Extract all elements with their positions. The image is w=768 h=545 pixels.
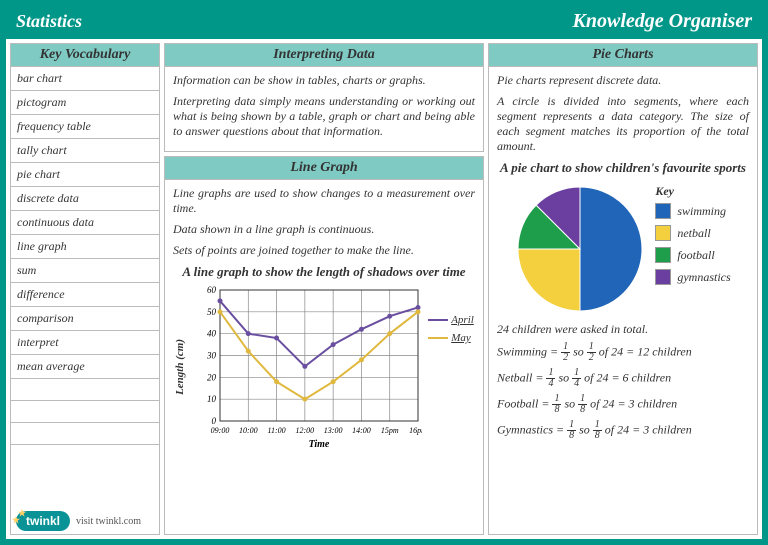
header-title: Knowledge Organiser — [573, 10, 752, 33]
key-vocabulary-panel: Key Vocabulary bar chartpictogramfrequen… — [10, 43, 160, 535]
pie-heading: Pie Charts — [488, 43, 758, 67]
vocab-list: bar chartpictogramfrequency tabletally c… — [10, 67, 160, 535]
pie-fact: Netball = 14 so 14 of 24 = 6 children — [497, 368, 749, 389]
linegraph-p3: Sets of points are joined together to ma… — [173, 243, 475, 258]
vocab-item: discrete data — [11, 187, 159, 211]
line-ylabel: Length (cm) — [174, 339, 186, 395]
svg-text:12:00: 12:00 — [296, 426, 315, 435]
footer-logo: ★ ★ twinkl visit twinkl.com — [16, 511, 141, 531]
linegraph-heading: Line Graph — [164, 156, 484, 180]
pie-fact: Gymnastics = 18 so 18 of 24 = 3 children — [497, 420, 749, 441]
vocab-item: mean average — [11, 355, 159, 379]
vocab-item: interpret — [11, 331, 159, 355]
svg-text:10:00: 10:00 — [239, 426, 258, 435]
pie-facts-intro: 24 children were asked in total. — [497, 322, 749, 337]
pie-box: Pie charts represent discrete data. A ci… — [488, 67, 758, 535]
svg-text:60: 60 — [207, 285, 217, 295]
line-legend-item: April — [428, 314, 474, 326]
pie-column: Pie Charts Pie charts represent discrete… — [488, 43, 758, 535]
linegraph-p2: Data shown in a line graph is continuous… — [173, 222, 475, 237]
pie-chart-title: A pie chart to show children's favourite… — [497, 160, 749, 176]
middle-column: Interpreting Data Information can be sho… — [164, 43, 484, 535]
vocab-item: difference — [11, 283, 159, 307]
vocab-item: pie chart — [11, 163, 159, 187]
interpreting-p2: Interpreting data simply means understan… — [173, 94, 475, 139]
linegraph-box: Line graphs are used to show changes to … — [164, 180, 484, 535]
knowledge-organiser-page: Statistics Knowledge Organiser Key Vocab… — [0, 0, 768, 545]
svg-text:13:00: 13:00 — [324, 426, 343, 435]
page-header: Statistics Knowledge Organiser — [6, 6, 762, 39]
twinkl-badge: ★ ★ twinkl — [16, 511, 70, 531]
pie-p2: A circle is divided into segments, where… — [497, 94, 749, 154]
vocab-item: frequency table — [11, 115, 159, 139]
line-legend-item: May — [428, 332, 474, 344]
brand-text: twinkl — [26, 514, 60, 528]
vocab-item: tally chart — [11, 139, 159, 163]
svg-text:11:00: 11:00 — [268, 426, 286, 435]
footer-url: visit twinkl.com — [76, 516, 141, 527]
svg-text:0: 0 — [212, 416, 217, 426]
svg-text:40: 40 — [207, 329, 217, 339]
svg-text:14:00: 14:00 — [352, 426, 371, 435]
pie-facts: 24 children were asked in total. Swimmin… — [497, 322, 749, 441]
pie-legend-item: football — [655, 247, 730, 263]
svg-text:20: 20 — [207, 372, 217, 382]
pie-chart: Key swimming netball football gymnastics — [497, 184, 749, 314]
line-chart: Length (cm) 0 10 20 30 40 50 60 09:00 10:00 11:00… — [173, 284, 475, 449]
linegraph-chart-title: A line graph to show the length of shado… — [173, 264, 475, 280]
svg-text:10: 10 — [207, 394, 217, 404]
pie-legend-item: swimming — [655, 203, 730, 219]
vocab-item: comparison — [11, 307, 159, 331]
interpreting-p1: Information can be show in tables, chart… — [173, 73, 475, 88]
line-chart-svg: 0 10 20 30 40 50 60 09:00 10:00 11:00 12:00 13:00 14… — [192, 284, 422, 449]
linegraph-p1: Line graphs are used to show changes to … — [173, 186, 475, 216]
content-area: Key Vocabulary bar chartpictogramfrequen… — [6, 39, 762, 539]
svg-text:09:00: 09:00 — [211, 426, 230, 435]
pie-legend-item: gymnastics — [655, 269, 730, 285]
interpreting-heading: Interpreting Data — [164, 43, 484, 67]
vocab-heading: Key Vocabulary — [10, 43, 160, 67]
vocab-item: sum — [11, 259, 159, 283]
line-legend: April May — [428, 314, 474, 350]
vocab-item: line graph — [11, 235, 159, 259]
vocab-item: pictogram — [11, 91, 159, 115]
svg-text:15pm: 15pm — [381, 426, 399, 435]
vocab-item: continuous data — [11, 211, 159, 235]
svg-text:Time: Time — [309, 439, 330, 449]
pie-legend: Key swimming netball football gymnastics — [655, 184, 730, 314]
header-subject: Statistics — [16, 11, 82, 32]
pie-key-label: Key — [655, 184, 730, 199]
pie-p1: Pie charts represent discrete data. — [497, 73, 749, 88]
vocab-item: bar chart — [11, 67, 159, 91]
pie-legend-item: netball — [655, 225, 730, 241]
pie-fact: Swimming = 12 so 12 of 24 = 12 children — [497, 342, 749, 363]
pie-fact: Football = 18 so 18 of 24 = 3 children — [497, 394, 749, 415]
svg-text:16pm: 16pm — [409, 426, 422, 435]
pie-chart-svg — [515, 184, 645, 314]
interpreting-box: Information can be show in tables, chart… — [164, 67, 484, 152]
svg-text:50: 50 — [207, 307, 217, 317]
svg-text:30: 30 — [206, 351, 217, 361]
